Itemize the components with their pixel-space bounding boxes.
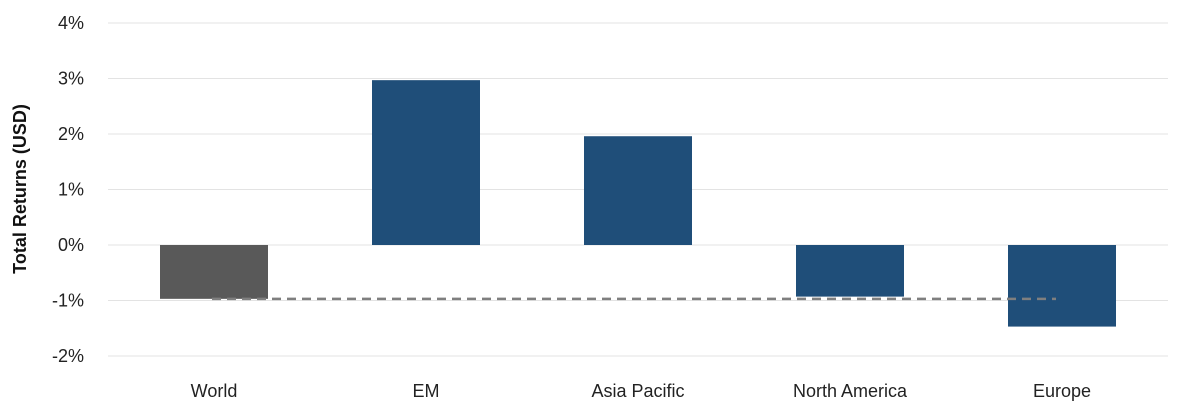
x-category-label: Europe	[1033, 381, 1091, 401]
y-tick-label: 4%	[58, 13, 84, 33]
y-tick-label: -2%	[52, 346, 84, 366]
x-category-label: EM	[413, 381, 440, 401]
bar-world	[160, 245, 268, 299]
bar-em	[372, 80, 480, 245]
y-axis-title: Total Returns (USD)	[10, 104, 30, 274]
bar-europe	[1008, 245, 1116, 327]
bar-north-america	[796, 245, 904, 297]
x-category-label: Asia Pacific	[591, 381, 684, 401]
y-tick-label: -1%	[52, 291, 84, 311]
x-axis-labels: World EM Asia Pacific North America Europe	[191, 381, 1091, 401]
x-category-label: North America	[793, 381, 908, 401]
y-tick-label: 1%	[58, 180, 84, 200]
y-axis-ticks: -2% -1% 0% 1% 2% 3% 4%	[52, 13, 84, 366]
x-category-label: World	[191, 381, 238, 401]
bar-asia-pacific	[584, 136, 692, 245]
y-tick-label: 2%	[58, 124, 84, 144]
bars	[160, 80, 1116, 327]
y-tick-label: 3%	[58, 69, 84, 89]
y-tick-label: 0%	[58, 235, 84, 255]
